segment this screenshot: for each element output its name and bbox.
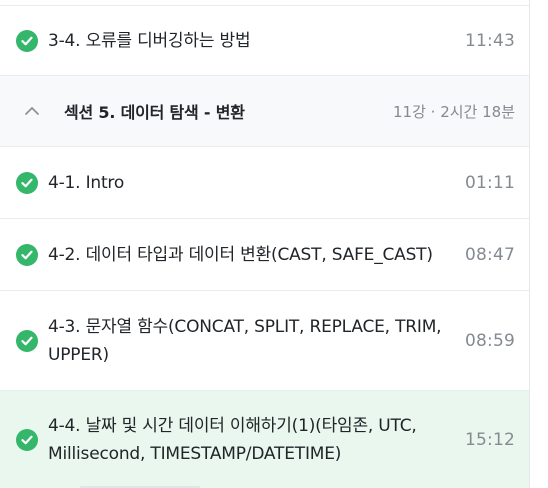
lesson-row-4-1[interactable]: 4-1. Intro 01:11	[0, 147, 529, 219]
lesson-row-4-2[interactable]: 4-2. 데이터 타입과 데이터 변환(CAST, SAFE_CAST) 08:…	[0, 219, 529, 291]
completed-check-icon	[16, 171, 38, 194]
lesson-title: 4-4. 날짜 및 시간 데이터 이해하기(1)(타임존, UTC, Milli…	[48, 415, 417, 464]
lesson-duration: 11:43	[465, 30, 515, 51]
completed-check-icon	[16, 329, 38, 352]
section-header[interactable]: 섹션 5. 데이터 탐색 - 변환 11강 · 2시간 18분	[0, 76, 529, 147]
lesson-title: 4-2. 데이터 타입과 데이터 변환(CAST, SAFE_CAST)	[48, 244, 433, 265]
lesson-duration: 08:47	[465, 244, 515, 265]
lesson-title: 3-4. 오류를 디버깅하는 방법	[48, 30, 251, 51]
lesson-row-4-3[interactable]: 4-3. 문자열 함수(CONCAT, SPLIT, REPLACE, TRIM…	[0, 291, 529, 391]
lesson-duration: 15:12	[465, 429, 515, 450]
divider	[0, 5, 529, 6]
completed-check-icon	[16, 243, 38, 266]
lesson-duration: 08:59	[465, 330, 515, 351]
lesson-duration: 01:11	[465, 172, 515, 193]
completed-check-icon	[16, 29, 38, 52]
lesson-row-3-4[interactable]: 3-4. 오류를 디버깅하는 방법 11:43	[0, 6, 529, 76]
completed-check-icon	[16, 428, 38, 451]
section-meta: 11강 · 2시간 18분	[393, 102, 515, 121]
section-title: 섹션 5. 데이터 탐색 - 변환	[64, 103, 245, 122]
curriculum-list: 3-4. 오류를 디버깅하는 방법 11:43 섹션 5. 데이터 탐색 - 변…	[0, 0, 530, 488]
lesson-title: 4-1. Intro	[48, 172, 125, 193]
scroll-indicator	[80, 486, 200, 488]
chevron-up-icon[interactable]	[23, 102, 41, 120]
lesson-title: 4-3. 문자열 함수(CONCAT, SPLIT, REPLACE, TRIM…	[48, 316, 442, 365]
lesson-row-4-4-current[interactable]: 4-4. 날짜 및 시간 데이터 이해하기(1)(타임존, UTC, Milli…	[0, 391, 529, 488]
